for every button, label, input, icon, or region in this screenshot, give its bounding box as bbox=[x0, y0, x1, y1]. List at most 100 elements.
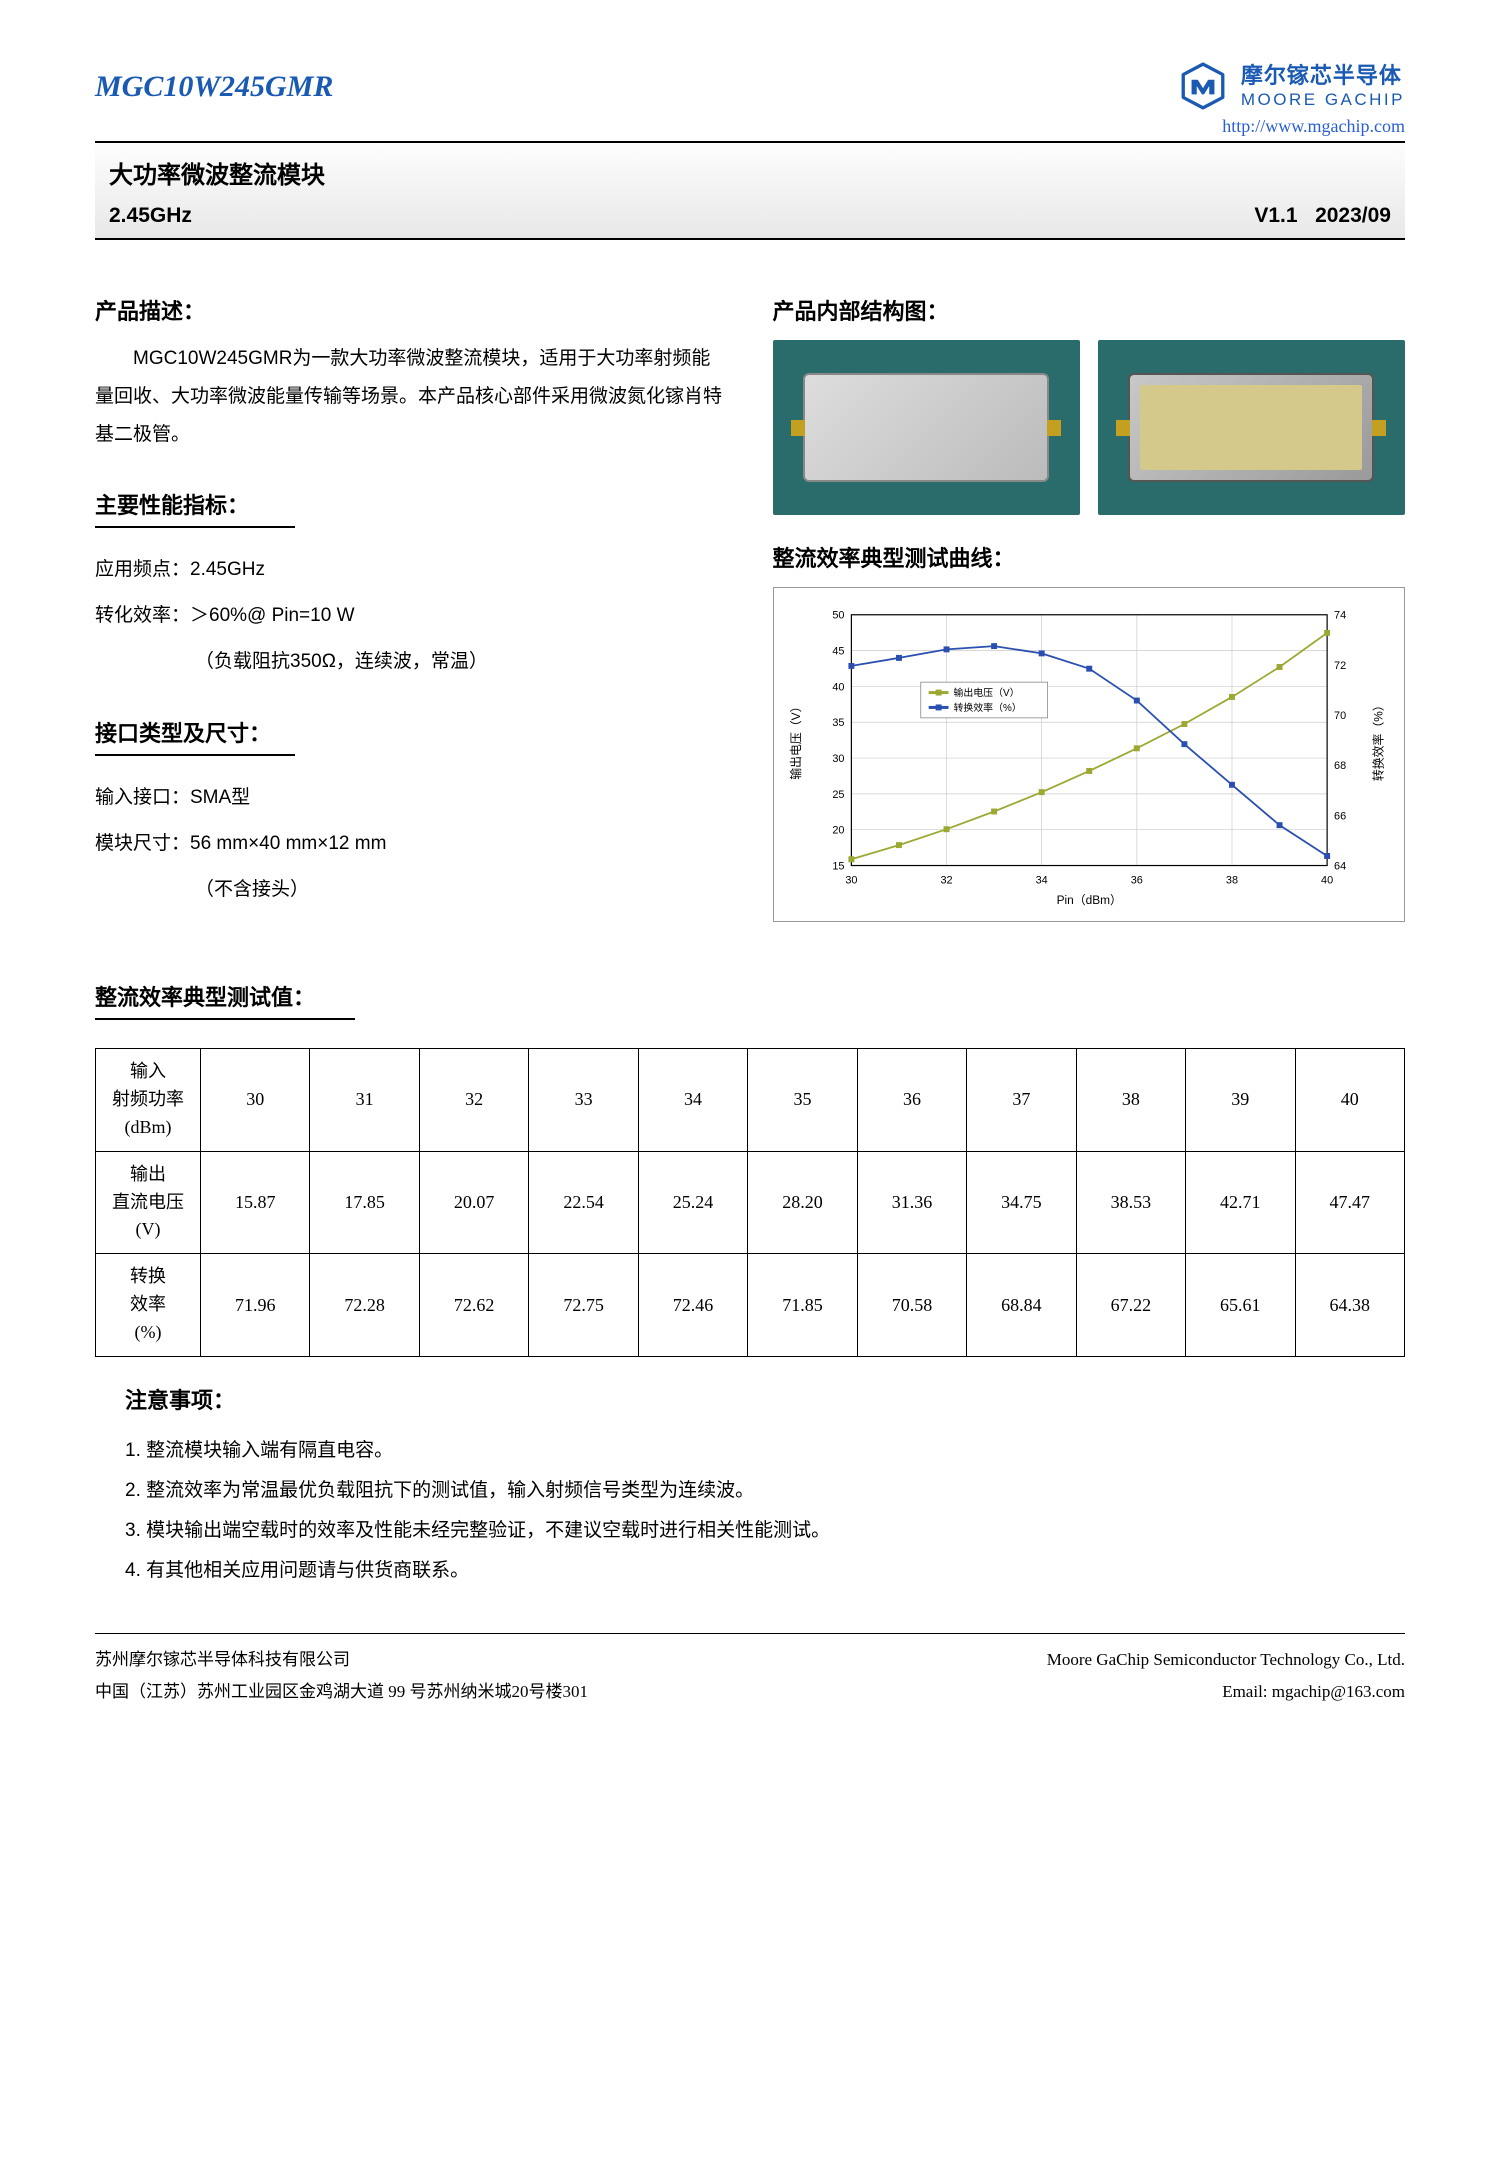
table-cell: 67.22 bbox=[1076, 1254, 1185, 1357]
svg-text:34: 34 bbox=[1035, 874, 1047, 886]
table-cell: 38.53 bbox=[1076, 1151, 1185, 1254]
table-cell: 72.46 bbox=[638, 1254, 747, 1357]
th-pin: 输入射频功率(dBm) bbox=[96, 1049, 201, 1152]
table-cell: 71.96 bbox=[201, 1254, 310, 1357]
table-cell: 25.24 bbox=[638, 1151, 747, 1254]
section-table: 整流效率典型测试值： bbox=[95, 980, 355, 1020]
svg-text:68: 68 bbox=[1334, 760, 1346, 772]
interface-input: 输入接口：SMA型 bbox=[95, 780, 728, 816]
company-name-en: MOORE GACHIP bbox=[1241, 89, 1405, 110]
section-interface: 接口类型及尺寸： bbox=[95, 716, 295, 756]
svg-text:70: 70 bbox=[1334, 710, 1346, 722]
table-cell: 32 bbox=[419, 1049, 528, 1152]
header: MGC10W245GMR 摩尔镓芯半导体 MOORE GACHIP bbox=[95, 70, 1405, 104]
photo-closed bbox=[773, 340, 1080, 515]
notes-section: 注意事项： 1. 整流模块输入端有隔直电容。2. 整流效率为常温最优负载阻抗下的… bbox=[95, 1383, 1405, 1591]
table-cell: 34.75 bbox=[967, 1151, 1076, 1254]
table-cell: 35 bbox=[748, 1049, 857, 1152]
table-cell: 72.75 bbox=[529, 1254, 638, 1357]
footer: 苏州摩尔镓芯半导体科技有限公司 Moore GaChip Semiconducto… bbox=[95, 1633, 1405, 1709]
footer-address: 中国（江苏）苏州工业园区金鸡湖大道 99 号苏州纳米城20号楼301 bbox=[95, 1676, 588, 1708]
efficiency-chart: 15 20 25 30 35 40 45 50 64 66 68 70 72 74 30 32 34 36 38 40… bbox=[773, 587, 1406, 922]
svg-text:转换效率（%）: 转换效率（%） bbox=[953, 701, 1021, 714]
footer-company-en: Moore GaChip Semiconductor Technology Co… bbox=[1047, 1644, 1405, 1676]
table-cell: 20.07 bbox=[419, 1151, 528, 1254]
interface-size: 模块尺寸：56 mm×40 mm×12 mm bbox=[95, 826, 728, 862]
table-cell: 65.61 bbox=[1186, 1254, 1295, 1357]
svg-text:45: 45 bbox=[832, 646, 844, 658]
table-cell: 64.38 bbox=[1295, 1254, 1404, 1357]
product-title: 大功率微波整流模块 bbox=[109, 155, 1391, 190]
table-cell: 28.20 bbox=[748, 1151, 857, 1254]
table-cell: 31 bbox=[310, 1049, 419, 1152]
test-data-table: 输入射频功率(dBm)3031323334353637383940 输出直流电压… bbox=[95, 1048, 1405, 1357]
table-cell: 37 bbox=[967, 1049, 1076, 1152]
table-cell: 72.28 bbox=[310, 1254, 419, 1357]
svg-text:20: 20 bbox=[832, 825, 844, 837]
table-cell: 17.85 bbox=[310, 1151, 419, 1254]
section-specs: 主要性能指标： bbox=[95, 488, 295, 528]
table-cell: 70.58 bbox=[857, 1254, 966, 1357]
table-cell: 30 bbox=[201, 1049, 310, 1152]
photo-open bbox=[1098, 340, 1405, 515]
table-cell: 38 bbox=[1076, 1049, 1185, 1152]
section-structure: 产品内部结构图： bbox=[773, 294, 1406, 326]
table-cell: 31.36 bbox=[857, 1151, 966, 1254]
logo-icon bbox=[1177, 60, 1229, 112]
svg-text:66: 66 bbox=[1334, 810, 1346, 822]
svg-text:输出电压（V）: 输出电压（V） bbox=[953, 686, 1019, 699]
table-cell: 22.54 bbox=[529, 1151, 638, 1254]
interface-size-note: （不含接头） bbox=[195, 872, 728, 908]
table-cell: 33 bbox=[529, 1049, 638, 1152]
svg-text:32: 32 bbox=[940, 874, 952, 886]
svg-text:36: 36 bbox=[1130, 874, 1142, 886]
note-item: 4. 有其他相关应用问题请与供货商联系。 bbox=[125, 1551, 1405, 1591]
svg-text:38: 38 bbox=[1225, 874, 1237, 886]
section-notes: 注意事项： bbox=[125, 1383, 1405, 1415]
table-cell: 47.47 bbox=[1295, 1151, 1404, 1254]
table-cell: 72.62 bbox=[419, 1254, 528, 1357]
svg-text:40: 40 bbox=[1321, 874, 1333, 886]
svg-text:15: 15 bbox=[832, 860, 844, 872]
th-vout: 输出直流电压(V) bbox=[96, 1151, 201, 1254]
section-curve: 整流效率典型测试曲线： bbox=[773, 541, 1406, 573]
svg-text:输出电压（V）: 输出电压（V） bbox=[788, 701, 802, 780]
table-cell: 39 bbox=[1186, 1049, 1295, 1152]
svg-text:30: 30 bbox=[832, 753, 844, 765]
svg-text:30: 30 bbox=[845, 874, 857, 886]
section-description: 产品描述： bbox=[95, 294, 728, 326]
frequency: 2.45GHz bbox=[109, 204, 192, 228]
table-cell: 36 bbox=[857, 1049, 966, 1152]
table-cell: 34 bbox=[638, 1049, 747, 1152]
note-item: 2. 整流效率为常温最优负载阻抗下的测试值，输入射频信号类型为连续波。 bbox=[125, 1471, 1405, 1511]
description-text: MGC10W245GMR为一款大功率微波整流模块，适用于大功率射频能量回收、大功… bbox=[95, 340, 728, 454]
table-cell: 40 bbox=[1295, 1049, 1404, 1152]
footer-company-cn: 苏州摩尔镓芯半导体科技有限公司 bbox=[95, 1644, 350, 1676]
svg-text:72: 72 bbox=[1334, 660, 1346, 672]
table-cell: 71.85 bbox=[748, 1254, 857, 1357]
spec-eff: 转化效率：＞60%@ Pin=10 W bbox=[95, 598, 728, 634]
company-logo: 摩尔镓芯半导体 MOORE GACHIP bbox=[1177, 60, 1405, 112]
spec-freq: 应用频点：2.45GHz bbox=[95, 552, 728, 588]
svg-text:50: 50 bbox=[832, 610, 844, 622]
table-cell: 42.71 bbox=[1186, 1151, 1295, 1254]
title-bar: 大功率微波整流模块 2.45GHz V1.1 2023/09 bbox=[95, 141, 1405, 240]
th-eff: 转换效率(%) bbox=[96, 1254, 201, 1357]
product-photos bbox=[773, 340, 1406, 515]
footer-email: Email: mgachip@163.com bbox=[1222, 1676, 1405, 1708]
version-date: V1.1 2023/09 bbox=[1254, 204, 1391, 228]
svg-text:64: 64 bbox=[1334, 860, 1346, 872]
company-url[interactable]: http://www.mgachip.com bbox=[95, 116, 1405, 137]
svg-text:Pin（dBm）: Pin（dBm） bbox=[1056, 893, 1121, 907]
svg-text:74: 74 bbox=[1334, 610, 1346, 622]
table-cell: 15.87 bbox=[201, 1151, 310, 1254]
note-item: 3. 模块输出端空载时的效率及性能未经完整验证，不建议空载时进行相关性能测试。 bbox=[125, 1511, 1405, 1551]
svg-text:25: 25 bbox=[832, 789, 844, 801]
spec-eff-note: （负载阻抗350Ω，连续波，常温） bbox=[195, 644, 728, 680]
svg-text:35: 35 bbox=[832, 717, 844, 729]
svg-text:转换效率（%）: 转换效率（%） bbox=[1371, 699, 1385, 781]
note-item: 1. 整流模块输入端有隔直电容。 bbox=[125, 1431, 1405, 1471]
table-cell: 68.84 bbox=[967, 1254, 1076, 1357]
company-name-cn: 摩尔镓芯半导体 bbox=[1241, 62, 1405, 90]
svg-text:40: 40 bbox=[832, 681, 844, 693]
